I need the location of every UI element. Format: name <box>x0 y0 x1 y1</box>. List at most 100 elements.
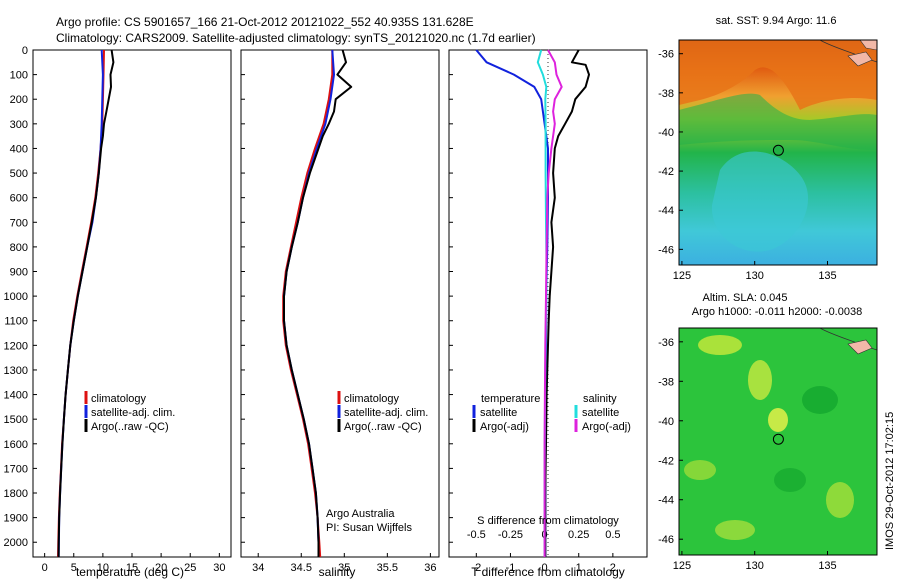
sla-map-title-1: Altim. SLA: 0.045 <box>703 292 788 304</box>
depth-tick-label: 300 <box>10 119 28 131</box>
sst-argo-marker <box>772 144 784 156</box>
depth-tick-label: 700 <box>10 217 28 229</box>
x-tick-label: 10 <box>97 562 109 574</box>
map-y-tick-label: -38 <box>658 88 674 100</box>
series-line-argo-adj- <box>543 49 563 557</box>
legend-label-s-argo: Argo(-adj) <box>582 421 631 433</box>
temperature-panel: 0 5 10 15 20 25 30 temperature (deg C) climato… <box>32 49 232 579</box>
map-x-tick-label: 130 <box>746 560 764 572</box>
x-tick-label: 25 <box>184 562 196 574</box>
depth-tick-label: 1100 <box>4 316 28 328</box>
sla-high-blob <box>715 520 755 540</box>
depth-tick-label: 500 <box>10 168 28 180</box>
series-line-satellite <box>475 49 549 557</box>
series-line-satellite-adj-clim- <box>283 49 335 557</box>
salinity-panel: 34 34.5 35 35.5 36 salinity climatology sate… <box>240 49 440 579</box>
difference-top-label: S difference from climatology <box>477 515 619 527</box>
difference-legend: temperature satellite Argo(-adj) salinit… <box>472 393 631 433</box>
map-x-tick-label: 125 <box>673 560 691 572</box>
map-x-tick-label: 125 <box>673 270 691 282</box>
temperature-plot-frame <box>32 49 232 558</box>
map-x-tick-label: 130 <box>746 270 764 282</box>
depth-tick-label: 400 <box>10 143 28 155</box>
difference-panel: -2 -1 0 1 2 -0.5 -0.25 0 0.25 0.5 T difference f… <box>448 49 648 579</box>
legend-heading-salinity: salinity <box>583 393 617 405</box>
sla-map-title-2: Argo h1000: -0.011 h2000: -0.0038 <box>692 306 862 318</box>
depth-tick-label: 1700 <box>4 463 28 475</box>
header-line-2: Climatology: CARS2009. Satellite-adjuste… <box>56 31 536 45</box>
series-line-argo-raw-qc- <box>57 49 115 558</box>
temperature-legend: climatology satellite-adj. clim. Argo(..… <box>84 391 175 433</box>
sst-land-island <box>847 40 877 67</box>
sst-map-ticks: 125 130 135 -36 -38 -40 -42 -44 -46 <box>658 49 837 282</box>
x-tick-label: 2 <box>610 562 616 574</box>
sla-high-blob <box>768 408 788 432</box>
salinity-legend: climatology satellite-adj. clim. Argo(..… <box>337 391 428 433</box>
map-y-tick-label: -40 <box>658 127 674 139</box>
sla-high-blob <box>748 360 772 400</box>
depth-tick-label: 600 <box>10 193 28 205</box>
temperature-x-label: temperature (deg C) <box>76 565 184 579</box>
legend-label-s-satellite: satellite <box>582 407 619 419</box>
map-y-tick-label: -42 <box>658 166 674 178</box>
header-line-1: Argo profile: CS 5901657_166 21-Oct-2012… <box>56 15 474 29</box>
depth-tick-label: 1900 <box>4 513 28 525</box>
map-y-tick-label: -46 <box>658 534 674 546</box>
sst-green-band <box>679 93 877 150</box>
x-tick-label: 35.5 <box>377 562 398 574</box>
legend-label-climatology: climatology <box>91 393 147 405</box>
legend-label-argo: Argo(..raw -QC) <box>91 421 169 433</box>
depth-tick-label: 0 <box>22 45 28 57</box>
sla-high-blob <box>826 482 854 518</box>
difference-top-ticks: -0.5 -0.25 0 0.25 0.5 <box>467 529 621 541</box>
map-y-tick-label: -44 <box>658 495 674 507</box>
x-tick-label: 0 <box>542 562 548 574</box>
x-tick-label: 5 <box>71 562 77 574</box>
sla-map-ticks: 125 130 135 -36 -38 -40 -42 -44 -46 <box>658 337 837 572</box>
sla-map-panel: Altim. SLA: 0.045 Argo h1000: -0.011 h20… <box>658 292 878 572</box>
map-y-tick-label: -40 <box>658 416 674 428</box>
map-y-tick-label: -42 <box>658 455 674 467</box>
legend-label-satellite: satellite-adj. clim. <box>344 407 428 419</box>
series-line-satellite-adj-clim- <box>57 49 104 558</box>
map-y-tick-label: -36 <box>658 337 674 349</box>
difference-lines <box>475 49 590 557</box>
sst-map-frame <box>678 39 878 266</box>
series-line-argo-adj- <box>544 49 590 557</box>
depth-tick-label: 1800 <box>4 488 28 500</box>
salinity-plot-frame <box>240 49 440 558</box>
top-tick-label: 0.5 <box>605 529 620 541</box>
x-tick-label: 34.5 <box>291 562 312 574</box>
legend-label-t-satellite: satellite <box>480 407 517 419</box>
x-tick-label: 20 <box>155 562 167 574</box>
depth-tick-label: 100 <box>10 70 28 82</box>
sla-low-blob <box>802 386 838 414</box>
x-tick-label: 36 <box>424 562 436 574</box>
depth-tick-label: 800 <box>10 242 28 254</box>
imos-timestamp: IMOS 29-Oct-2012 17:02:15 <box>884 412 896 550</box>
sla-high-blob <box>698 335 742 355</box>
map-x-tick-label: 135 <box>818 560 836 572</box>
sla-argo-marker <box>772 433 784 445</box>
sla-land-island <box>847 339 873 355</box>
top-tick-label: 0.25 <box>568 529 589 541</box>
salinity-x-label: salinity <box>319 565 356 579</box>
sst-cool-eddy <box>711 151 809 252</box>
legend-label-t-argo: Argo(-adj) <box>480 421 529 433</box>
sst-warm-tongue <box>679 40 877 110</box>
x-tick-label: 15 <box>126 562 138 574</box>
x-tick-label: 0 <box>42 562 48 574</box>
series-line-climatology <box>57 49 105 558</box>
salinity-x-ticks: 34 34.5 35 35.5 36 <box>252 553 437 574</box>
salinity-lines <box>282 49 353 558</box>
depth-tick-label: 1500 <box>4 414 28 426</box>
depth-axis: 0 100 200 300 400 500 600 700 800 900 1000 1100 1200… <box>4 45 453 549</box>
series-line-argo-raw-qc- <box>283 49 353 557</box>
depth-tick-label: 200 <box>10 94 28 106</box>
temperature-x-ticks: 0 5 10 15 20 25 30 <box>42 553 225 574</box>
x-tick-label: 34 <box>252 562 264 574</box>
credit-line-1: Argo Australia <box>326 508 395 520</box>
sla-map-frame <box>678 327 878 556</box>
x-tick-label: 30 <box>213 562 225 574</box>
legend-heading-temperature: temperature <box>481 393 540 405</box>
